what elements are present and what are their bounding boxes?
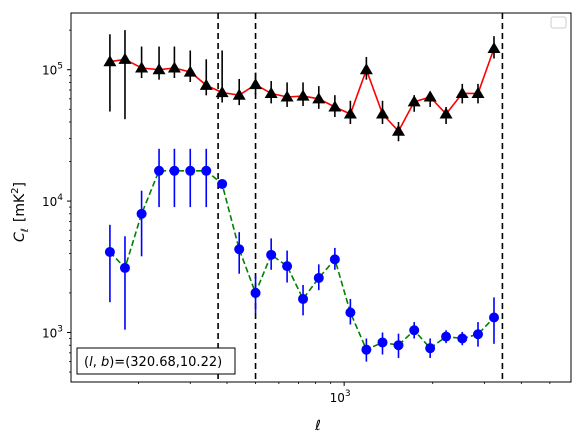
triangle-marker	[391, 124, 405, 136]
circle-marker	[457, 333, 468, 344]
plot-frame	[70, 12, 572, 383]
circle-marker	[313, 272, 324, 283]
triangle-marker	[135, 61, 149, 73]
series-0	[103, 30, 501, 142]
triangle-marker	[455, 86, 469, 98]
y-tick-label: 104	[42, 193, 63, 209]
circle-marker	[119, 262, 130, 273]
triangle-marker	[407, 95, 421, 107]
triangle-marker	[280, 90, 294, 102]
triangle-marker	[487, 41, 501, 54]
circle-marker	[377, 337, 388, 348]
triangle-marker	[343, 107, 357, 119]
circle-marker	[329, 254, 340, 265]
triangle-marker	[215, 86, 229, 98]
circle-marker	[473, 329, 484, 340]
series-line	[109, 170, 495, 351]
triangle-marker	[199, 78, 213, 90]
triangle-marker	[328, 100, 342, 112]
triangle-marker	[264, 86, 278, 98]
x-axis-label: ℓ	[314, 418, 321, 434]
circle-marker	[409, 325, 420, 336]
circle-marker	[201, 165, 212, 176]
triangle-marker	[312, 92, 326, 104]
y-axis-label: Cℓ[mK2]	[10, 182, 31, 242]
triangle-marker	[375, 107, 389, 119]
triangle-marker	[232, 88, 246, 100]
series-layer	[103, 30, 501, 362]
circle-marker	[104, 246, 115, 257]
circle-marker	[393, 340, 404, 351]
circle-marker	[488, 312, 499, 323]
y-tick-label: 105	[42, 62, 63, 78]
circle-marker	[345, 307, 356, 318]
triangle-marker	[249, 78, 263, 90]
circle-marker	[250, 287, 261, 298]
triangle-marker	[423, 90, 437, 102]
circle-marker	[361, 344, 372, 355]
y-tick-label: 103	[42, 324, 63, 340]
legend-box	[550, 16, 567, 29]
circle-marker	[425, 343, 436, 354]
series-1	[104, 148, 499, 362]
circle-marker	[136, 208, 147, 219]
circle-marker	[154, 165, 165, 176]
triangle-marker	[359, 63, 373, 75]
circle-marker	[298, 293, 309, 304]
triangle-marker	[167, 61, 181, 73]
triangle-marker	[471, 86, 485, 98]
circle-marker	[185, 165, 196, 176]
vertical-lines	[217, 13, 504, 382]
triangle-marker	[183, 65, 197, 77]
axis-ticks: 103 104 105 103	[42, 29, 551, 405]
triangle-marker	[296, 89, 310, 101]
triangle-marker	[103, 55, 117, 67]
circle-marker	[266, 249, 277, 260]
svg-text:Cℓ[mK2]: Cℓ[mK2]	[10, 182, 31, 242]
circle-marker	[217, 178, 228, 189]
x-tick-label: 103	[330, 389, 351, 405]
triangle-marker	[439, 107, 453, 119]
coordinate-annotation: (l, b)=(320.68,10.22)	[76, 347, 236, 375]
circle-marker	[441, 331, 452, 342]
circle-marker	[234, 244, 245, 255]
circle-marker	[169, 165, 180, 176]
svg-text:(l, b)=(320.68,10.22): (l, b)=(320.68,10.22)	[84, 355, 222, 370]
series-line	[109, 48, 495, 133]
triangle-marker	[152, 63, 166, 75]
circle-marker	[282, 261, 293, 272]
triangle-marker	[118, 52, 132, 64]
